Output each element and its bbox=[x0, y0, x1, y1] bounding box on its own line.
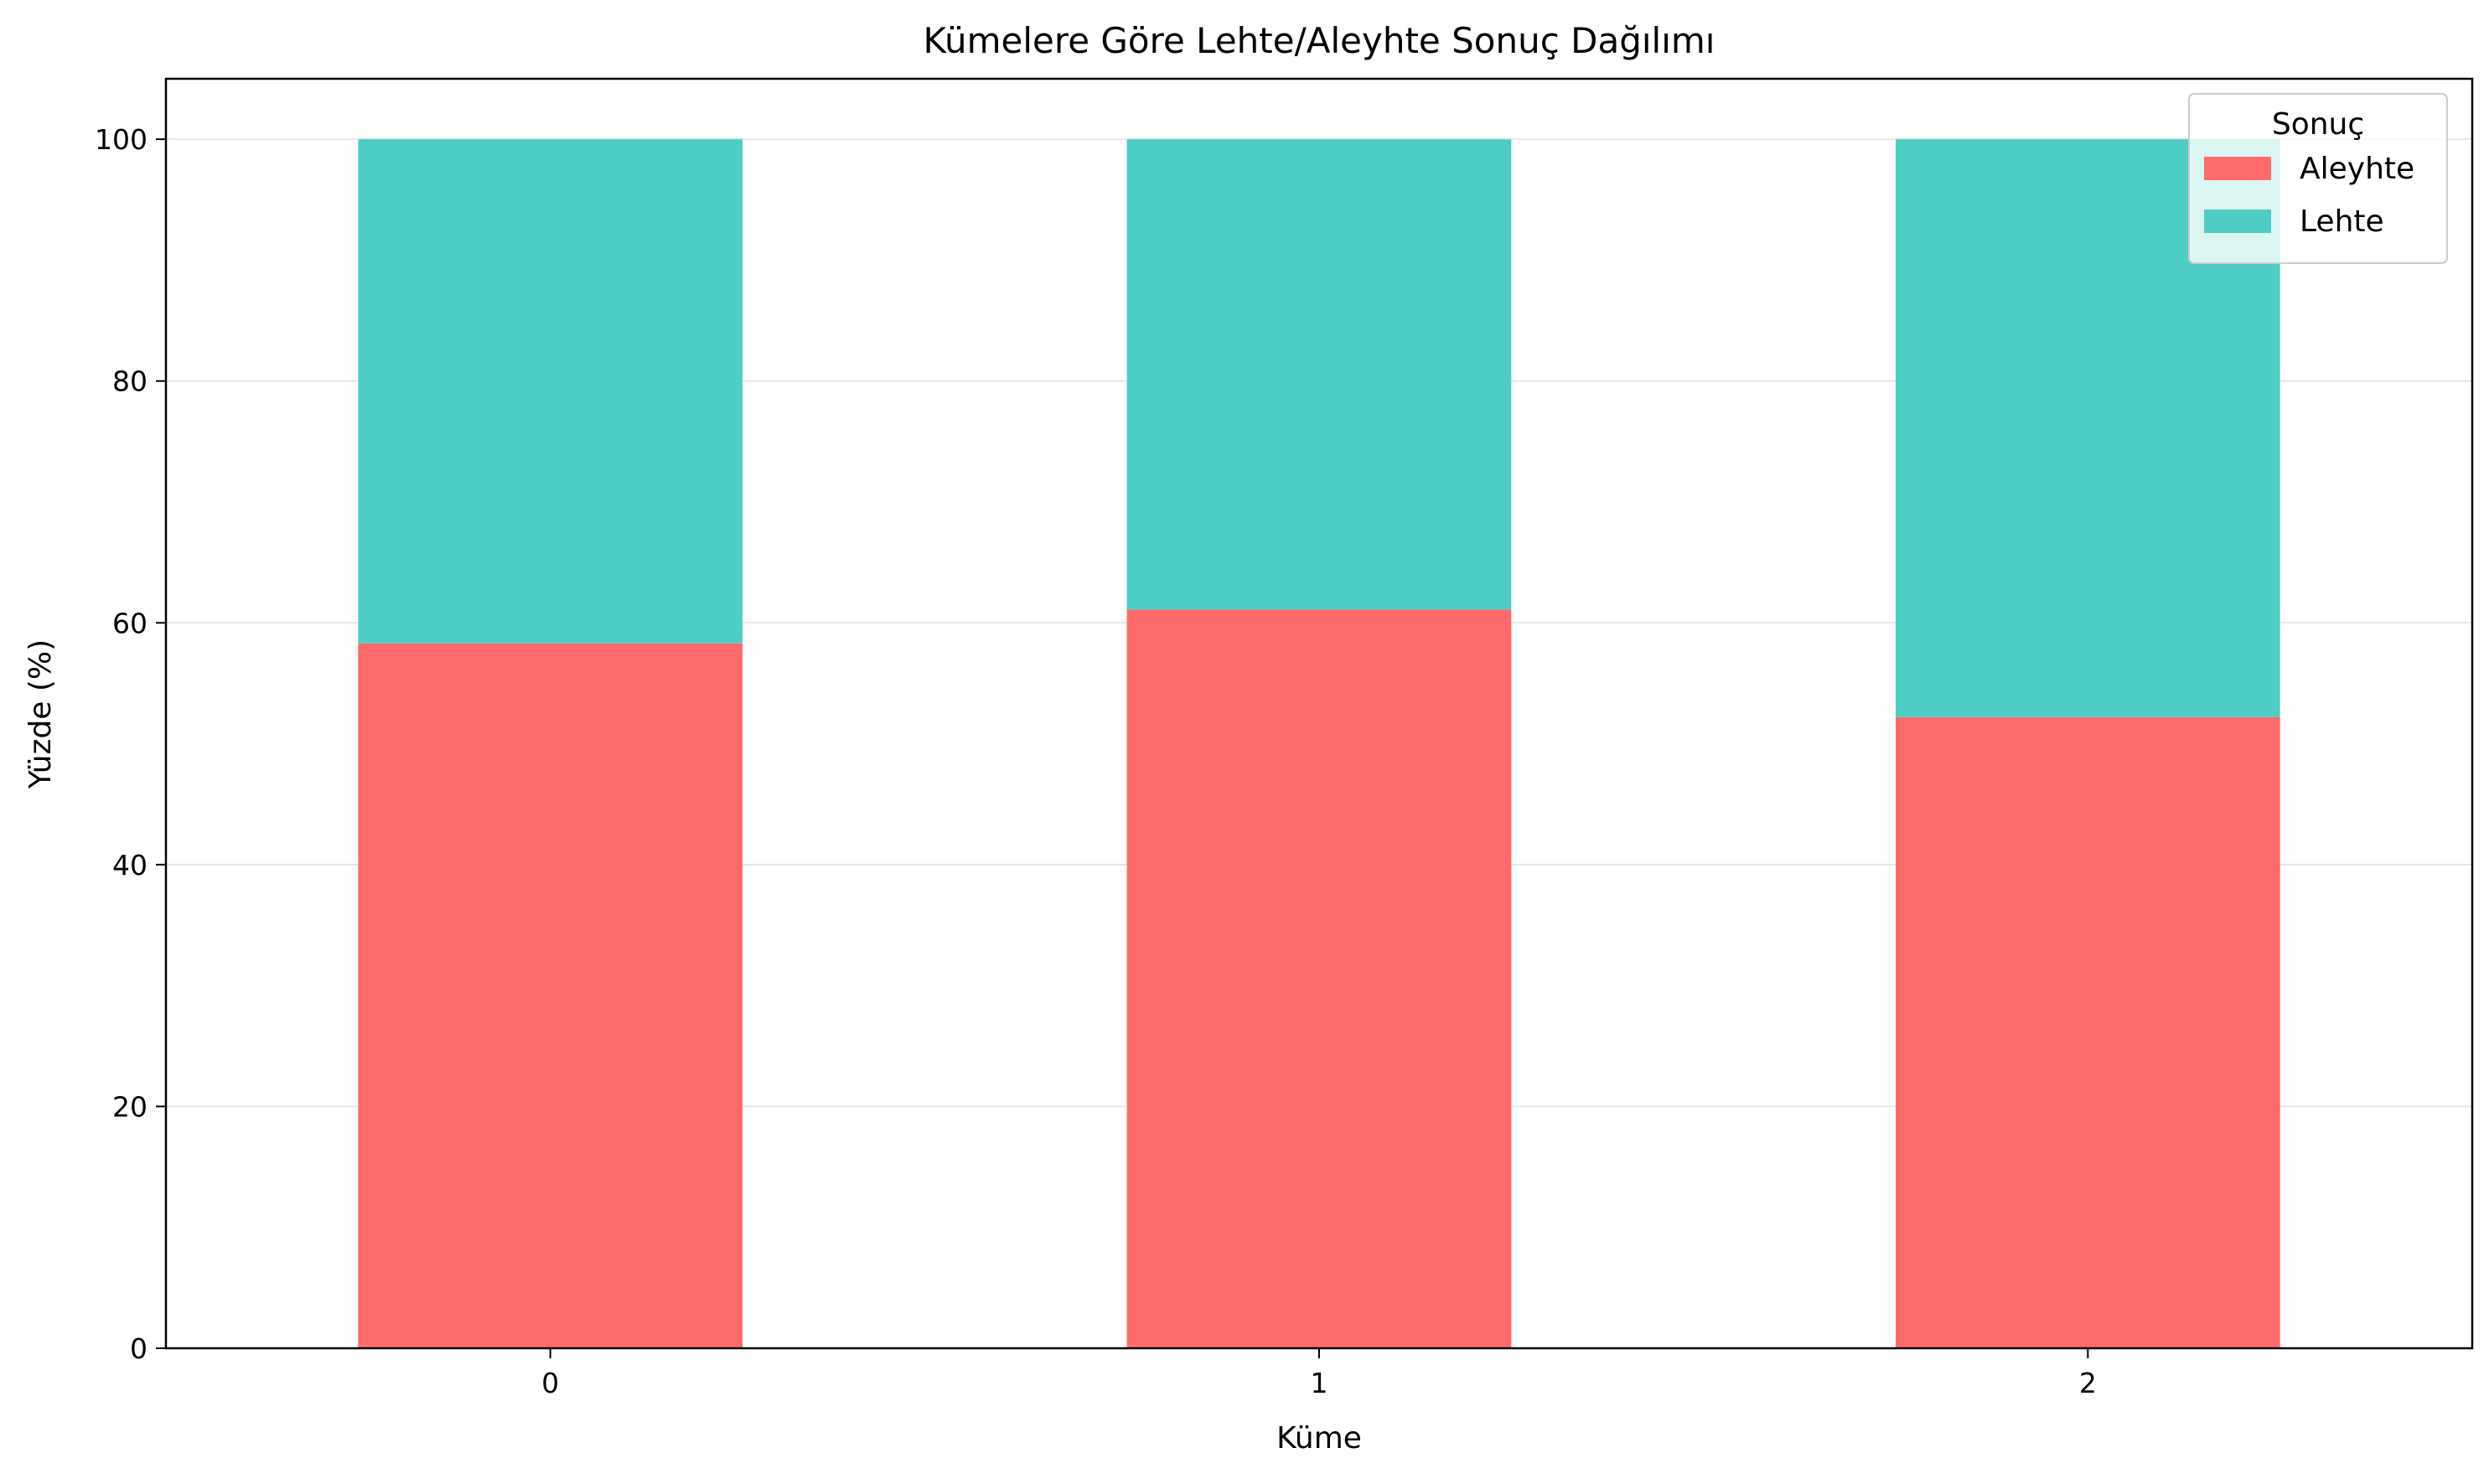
legend-swatch-lehte bbox=[2204, 209, 2271, 233]
legend-label-lehte: Lehte bbox=[2300, 204, 2384, 239]
y-axis-label: Yüzde (%) bbox=[23, 639, 58, 789]
x-tick-label: 1 bbox=[1311, 1367, 1328, 1399]
legend-title: Sonuç bbox=[2272, 107, 2364, 142]
bar-segment-lehte-1 bbox=[1126, 139, 1512, 610]
y-tick-label: 20 bbox=[112, 1090, 147, 1123]
y-tick-label: 100 bbox=[95, 123, 147, 156]
legend-items: Aleyhte Lehte bbox=[2204, 152, 2414, 239]
x-tick-label: 2 bbox=[2079, 1367, 2097, 1399]
y-tick-label: 40 bbox=[112, 849, 147, 882]
bar-segment-aleyhte-2 bbox=[1896, 716, 2280, 1348]
legend-label-aleyhte: Aleyhte bbox=[2300, 152, 2414, 186]
x-tick-label: 0 bbox=[541, 1367, 559, 1399]
bar-segment-aleyhte-1 bbox=[1126, 609, 1512, 1348]
chart-title: Kümelere Göre Lehte/Aleyhte Sonuç Dağılı… bbox=[924, 20, 1715, 61]
bars bbox=[358, 139, 2280, 1348]
bar-segment-lehte-0 bbox=[358, 139, 743, 644]
y-tick-label: 80 bbox=[112, 365, 147, 398]
y-tick-label: 60 bbox=[112, 607, 147, 639]
legend-swatch-aleyhte bbox=[2204, 157, 2271, 180]
axes: 0 20 40 60 80 100 0 1 2 bbox=[95, 123, 2097, 1399]
x-axis-label: Küme bbox=[1276, 1421, 1362, 1456]
legend: Sonuç Aleyhte Lehte bbox=[2188, 93, 2448, 264]
bar-segment-aleyhte-0 bbox=[358, 643, 743, 1348]
y-tick-label: 0 bbox=[130, 1332, 147, 1365]
